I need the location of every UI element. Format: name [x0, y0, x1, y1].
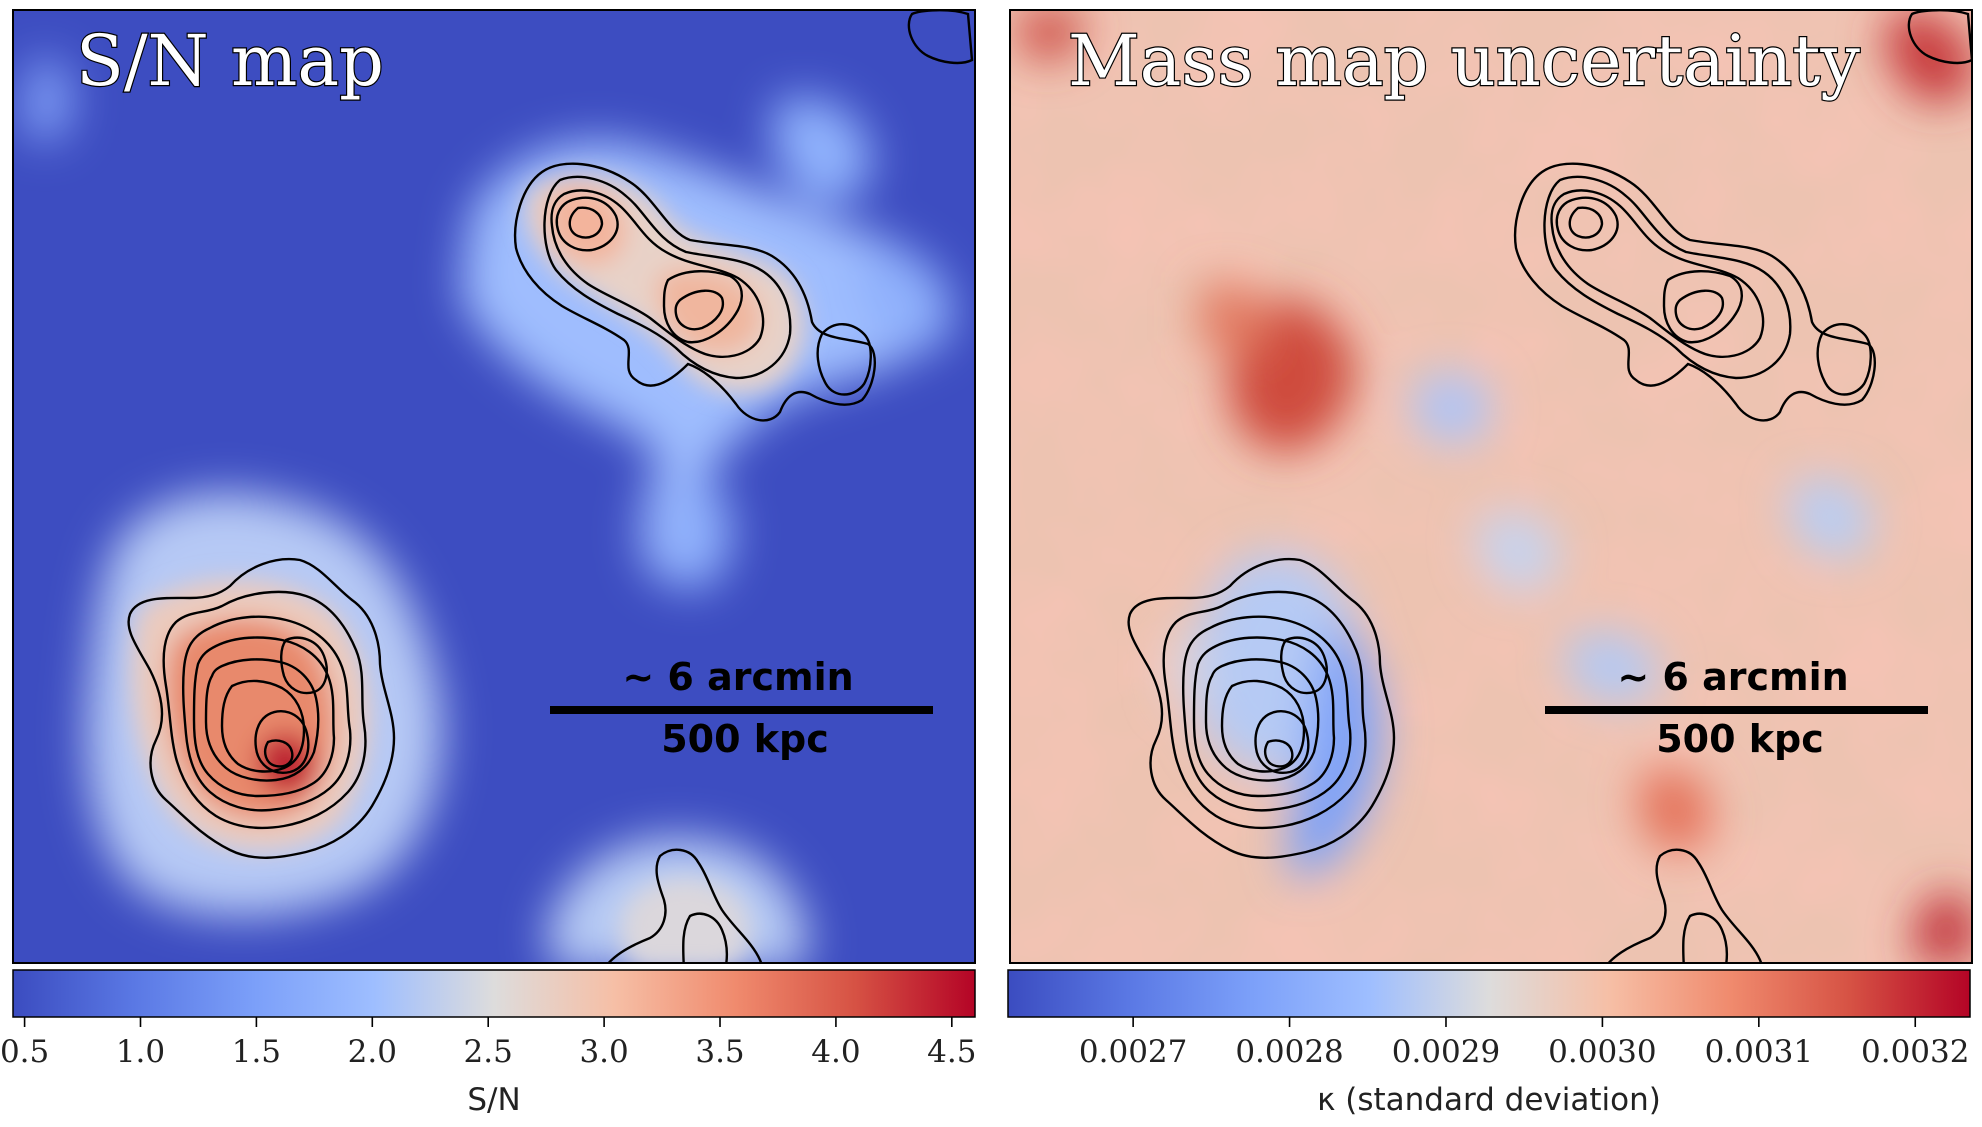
- scale-bar: ~ 6 arcmin 500 kpc: [1545, 655, 1928, 761]
- mass-uncertainty-panel: Mass map uncertainty ~ 6 arcmin 500 kpc …: [1007, 9, 1973, 1118]
- colorbar-gradient: [1007, 969, 1971, 1018]
- colorbar-tick-label: 0.0028: [1235, 1034, 1343, 1070]
- colorbar: 0.0027 0.0028 0.0029 0.0030 0.0031 0.0032 κ (…: [1007, 969, 1971, 1118]
- scale-bar-kpc-label: 500 kpc: [1656, 717, 1824, 761]
- colorbar-tick-label: 0.0030: [1548, 1034, 1656, 1070]
- scale-bar-arcmin-label: ~ 6 arcmin: [622, 655, 853, 699]
- colorbar-tick-label: 0.5: [0, 1034, 49, 1070]
- scale-bar: ~ 6 arcmin 500 kpc: [550, 655, 933, 761]
- colorbar-tick-label: 3.0: [579, 1034, 628, 1070]
- scale-bar-arcmin-label: ~ 6 arcmin: [1617, 655, 1848, 699]
- colorbar-tick-label: 2.5: [464, 1034, 513, 1070]
- panel-title: Mass map uncertainty: [1068, 20, 1860, 102]
- colorbar-tick-label: 2.0: [348, 1034, 397, 1070]
- colorbar-tick-label: 4.0: [811, 1034, 860, 1070]
- sn-map-panel: S/N map ~ 6 arcmin 500 kpc 0.5 1.0 1.5 2.0 2…: [0, 9, 976, 1118]
- colorbar-ticks: 0.5 1.0 1.5 2.0 2.5 3.0 3.5 4.0 4.5: [0, 1017, 976, 1070]
- colorbar-tick-label: 4.5: [927, 1034, 976, 1070]
- colorbar-tick-label: 0.0029: [1392, 1034, 1500, 1070]
- colorbar-tick-label: 3.5: [695, 1034, 744, 1070]
- colorbar-tick-label: 0.0027: [1079, 1034, 1187, 1070]
- colorbar-label: κ (standard deviation): [1317, 1082, 1661, 1118]
- uncertainty-heatmap: [1010, 10, 1972, 963]
- colorbar-tick-label: 0.0032: [1861, 1034, 1969, 1070]
- colorbar-tick-label: 1.0: [116, 1034, 165, 1070]
- colorbar: 0.5 1.0 1.5 2.0 2.5 3.0 3.5 4.0 4.5 S/N: [0, 969, 976, 1118]
- colorbar-tick-label: 0.0031: [1705, 1034, 1813, 1070]
- sn-heatmap: [13, 10, 975, 963]
- colorbar-ticks: 0.0027 0.0028 0.0029 0.0030 0.0031 0.0032: [1079, 1017, 1969, 1070]
- colorbar-label: S/N: [467, 1082, 520, 1118]
- scale-bar-kpc-label: 500 kpc: [661, 717, 829, 761]
- uncertainty-contours: [1127, 10, 1972, 963]
- colorbar-gradient: [12, 969, 976, 1018]
- panel-title: S/N map: [76, 20, 384, 102]
- colorbar-tick-label: 1.5: [232, 1034, 281, 1070]
